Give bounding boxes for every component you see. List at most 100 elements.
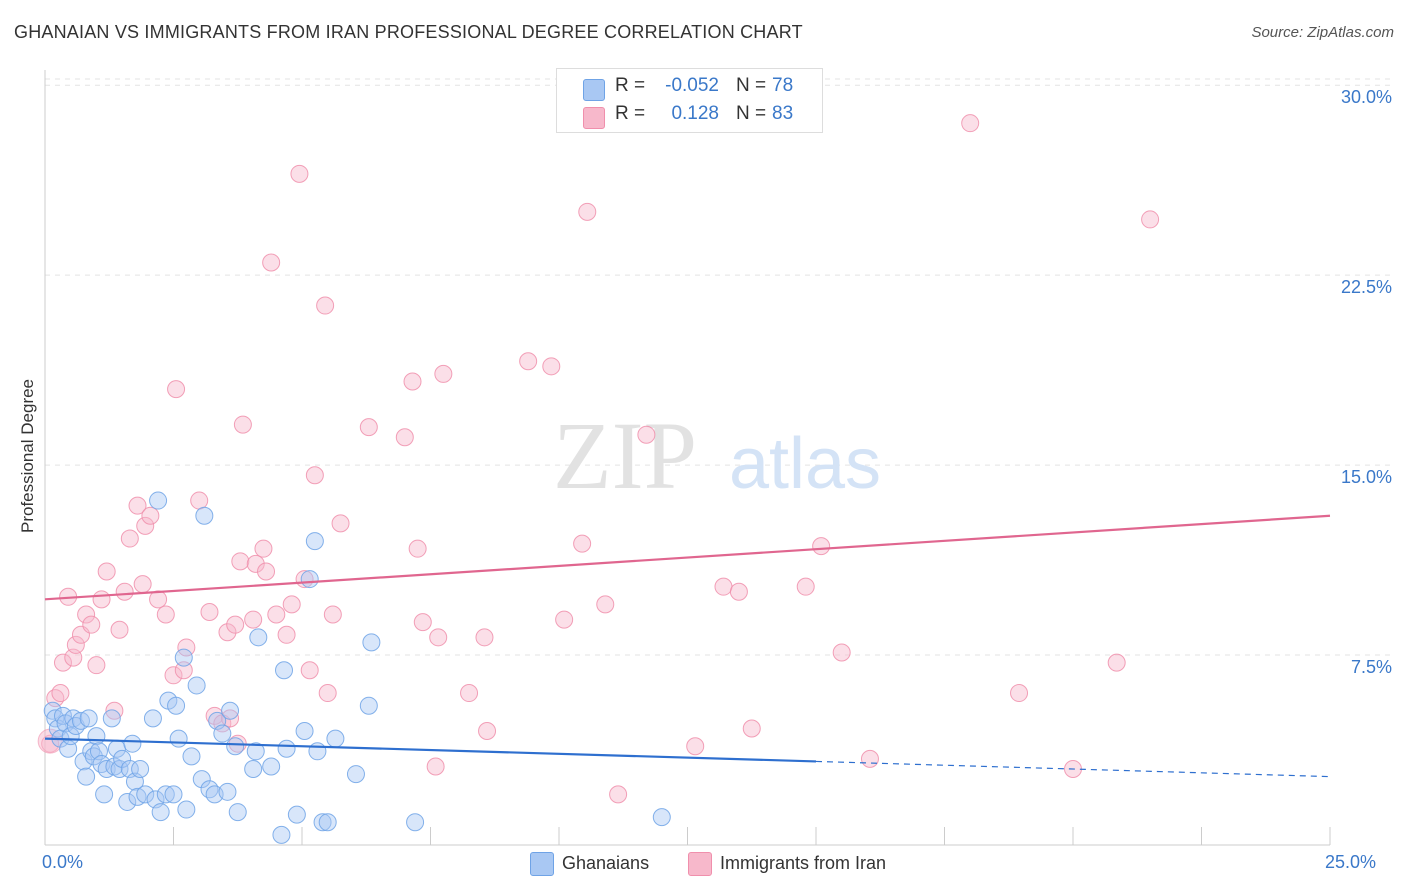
data-point (92, 590, 111, 609)
data-point (277, 739, 296, 758)
data-point (77, 767, 96, 786)
bottom-legend-label-ghanaians: Ghanaians (562, 852, 650, 873)
data-point (860, 749, 879, 768)
data-point (246, 742, 265, 761)
grid-lines (45, 78, 1392, 656)
data-point (305, 532, 324, 551)
data-point (287, 805, 306, 824)
trend-lines (44, 514, 1331, 778)
bottom-legend-iran: Immigrants from Iran (688, 852, 886, 876)
data-point (110, 620, 129, 639)
data-point (637, 425, 656, 444)
data-point (133, 575, 152, 594)
data-point (295, 722, 314, 741)
data-point (37, 728, 63, 754)
data-point (131, 760, 150, 779)
data-point (136, 785, 155, 804)
data-point (231, 552, 250, 571)
data-point (102, 709, 121, 728)
data-point (200, 602, 219, 621)
data-point (169, 729, 188, 748)
data-point (578, 202, 597, 221)
trend-line-iran (44, 514, 1331, 601)
source-label: Source: ZipAtlas.com (1251, 24, 1394, 41)
legend-n-label: N = (736, 75, 767, 96)
data-point (609, 785, 628, 804)
data-point (262, 757, 281, 776)
data-point (87, 727, 106, 746)
data-point (406, 813, 425, 832)
correlation-legend: R = -0.052 N = 78 R = 0.128 N = 83 (556, 68, 823, 133)
data-point (182, 747, 201, 766)
data-point (429, 628, 448, 647)
x-tick-min: 0.0% (42, 852, 84, 872)
data-point (729, 582, 748, 601)
legend-r-label: R = (615, 103, 646, 124)
legend-r-value: -0.052 (665, 75, 719, 96)
data-point (43, 701, 62, 720)
data-point (832, 643, 851, 662)
data-point (128, 496, 147, 515)
data-point (1107, 653, 1126, 672)
chart-title: GHANAIAN VS IMMIGRANTS FROM IRAN PROFESS… (14, 22, 803, 42)
data-point (1010, 684, 1029, 703)
data-point (79, 709, 98, 728)
data-point (136, 516, 155, 535)
data-point (316, 296, 335, 315)
data-point (326, 729, 345, 748)
data-point (53, 653, 72, 672)
data-point (359, 696, 378, 715)
data-point (87, 656, 106, 675)
data-point (164, 785, 183, 804)
data-point (359, 418, 378, 437)
data-point (177, 800, 196, 819)
data-point (1141, 210, 1160, 229)
axes (44, 70, 1331, 846)
data-point (174, 648, 193, 667)
data-point (149, 590, 168, 609)
data-point (300, 570, 319, 589)
data-point (228, 803, 247, 822)
data-point (413, 613, 432, 632)
data-point (308, 742, 327, 761)
y-tick-label: 30.0% (1341, 87, 1392, 107)
y-axis-label: Professional Degree (18, 378, 37, 534)
data-point (167, 696, 186, 715)
data-point (267, 605, 286, 624)
watermark-atlas: atlas (729, 424, 881, 504)
x-tick-max: 25.0% (1325, 852, 1377, 872)
legend-row-iran: R = 0.128 N = 83 (557, 101, 822, 131)
data-point (555, 610, 574, 629)
data-point (226, 615, 245, 634)
data-point (53, 706, 72, 725)
data-point (156, 785, 175, 804)
data-point (105, 757, 124, 776)
data-point (187, 676, 206, 695)
data-point (110, 760, 129, 779)
data-point (156, 605, 175, 624)
legend-n-value: 78 (772, 75, 794, 96)
data-point (123, 734, 142, 753)
data-point (143, 709, 162, 728)
data-point (313, 813, 332, 832)
data-point (346, 765, 365, 784)
data-point (164, 666, 183, 685)
data-point (426, 757, 445, 776)
data-point (82, 615, 101, 634)
bottom-legend-ghanaians: Ghanaians (530, 852, 649, 876)
data-point (519, 352, 538, 371)
data-point (254, 539, 273, 558)
data-point (475, 628, 494, 647)
data-point (113, 749, 132, 768)
data-point (272, 825, 291, 844)
data-point (190, 491, 209, 510)
bottom-legend-swatch-ghanaians (530, 852, 554, 876)
y-tick-label: 15.0% (1341, 467, 1392, 487)
data-point (195, 506, 214, 525)
data-point (177, 638, 196, 657)
data-point (318, 813, 337, 832)
data-point (282, 595, 301, 614)
data-point (323, 605, 342, 624)
data-point (213, 724, 232, 743)
